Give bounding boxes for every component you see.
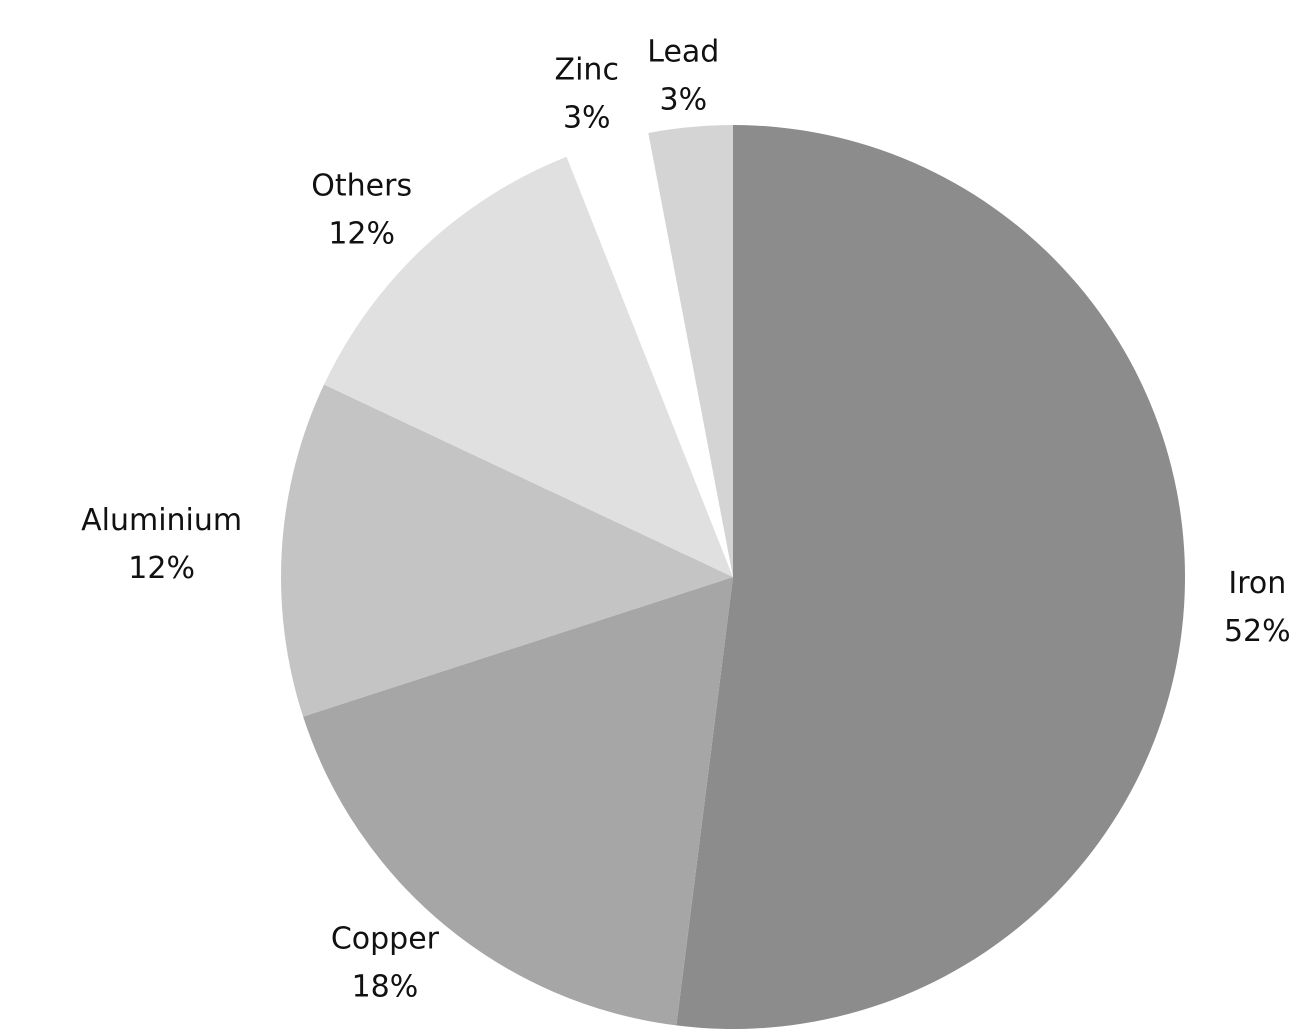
value-label: 18% (352, 969, 419, 1004)
value-label: 3% (563, 100, 611, 135)
category-label: Lead (647, 35, 719, 70)
category-label: Zinc (555, 52, 619, 87)
value-label: 12% (128, 551, 195, 586)
pie-slice (324, 156, 733, 577)
pie-slice (566, 133, 733, 577)
slice-label: Iron 52% (1224, 566, 1291, 649)
slice-label: Others 12% (311, 169, 412, 252)
category-label: Others (311, 169, 412, 204)
slice-label: Lead 3% (647, 35, 719, 118)
category-label: Copper (331, 921, 440, 956)
pie-slice (303, 577, 733, 1026)
value-label: 52% (1224, 614, 1291, 649)
pie-slice (676, 125, 1186, 1029)
pie-slice (281, 384, 733, 717)
slice-label: Zinc 3% (555, 52, 619, 135)
category-label: Aluminium (81, 503, 242, 538)
pie-slice (648, 125, 733, 577)
value-label: 3% (660, 83, 708, 118)
category-label: Iron (1228, 566, 1286, 601)
slice-label: Aluminium 12% (81, 503, 242, 586)
slice-label: Copper 18% (331, 921, 440, 1004)
value-label: 12% (328, 217, 395, 252)
